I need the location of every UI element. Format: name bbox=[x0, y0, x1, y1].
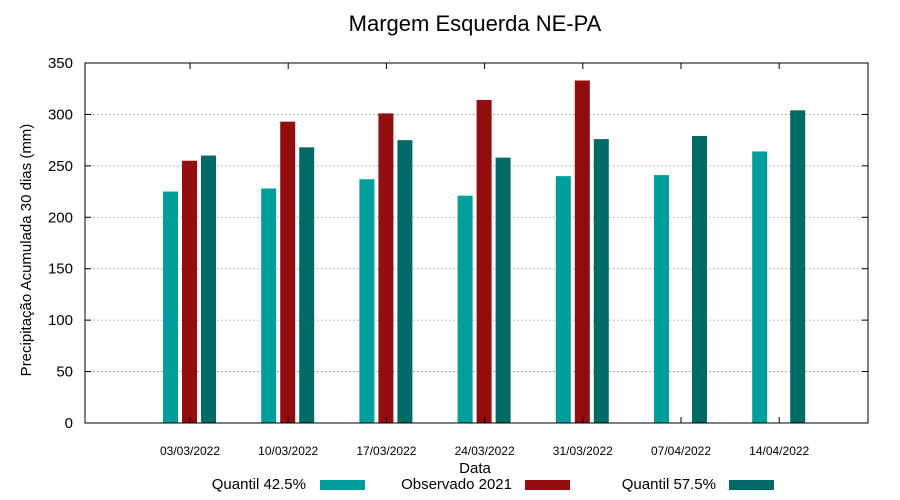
x-tick-label: 31/03/2022 bbox=[553, 444, 613, 458]
legend-swatch bbox=[525, 480, 570, 490]
y-tick-label: 350 bbox=[48, 55, 73, 72]
y-tick-label: 100 bbox=[48, 312, 73, 329]
x-tick-label: 24/03/2022 bbox=[455, 444, 515, 458]
bar-quantil-57 bbox=[299, 147, 315, 424]
bar-quantil-42 bbox=[654, 175, 669, 423]
plot-frame bbox=[84, 62, 869, 424]
bar-observado-2021 bbox=[378, 113, 394, 424]
y-tick-label: 0 bbox=[65, 415, 73, 432]
bar-quantil-57 bbox=[692, 136, 707, 423]
bar-quantil-57 bbox=[495, 157, 511, 423]
x-axis-ticks: 03/03/2022 10/03/2022 17/03/2022 24/03/2022… bbox=[160, 63, 810, 458]
y-axis-label: Precipitação Acumulada 30 dias (mm) bbox=[18, 124, 35, 377]
bar-quantil-42 bbox=[752, 151, 768, 423]
legend-swatch bbox=[320, 480, 365, 490]
bar-observado-2021 bbox=[476, 100, 492, 424]
x-tick-label: 14/04/2022 bbox=[749, 444, 809, 458]
x-tick-label: 03/03/2022 bbox=[160, 444, 220, 458]
grid-lines bbox=[85, 114, 868, 372]
y-tick-label: 200 bbox=[48, 209, 73, 226]
bar-quantil-57 bbox=[593, 139, 609, 423]
bars bbox=[163, 80, 806, 424]
legend-label: Quantil 42.5% bbox=[212, 476, 306, 493]
bar-quantil-42 bbox=[261, 188, 277, 423]
bar-observado-2021 bbox=[182, 160, 197, 423]
bar-quantil-42 bbox=[163, 191, 178, 423]
bar-quantil-42 bbox=[457, 195, 473, 423]
x-tick-label: 07/04/2022 bbox=[651, 444, 711, 458]
legend-label: Observado 2021 bbox=[401, 476, 512, 493]
bar-quantil-57 bbox=[790, 110, 806, 424]
bar-quantil-57 bbox=[201, 155, 216, 424]
legend: Quantil 42.5% Observado 2021 Quantil 57.5% bbox=[212, 476, 774, 493]
y-axis-ticks: 0 50 100 150 200 250 300 350 bbox=[48, 55, 868, 432]
y-tick-label: 300 bbox=[48, 106, 73, 123]
bar-quantil-57 bbox=[397, 140, 413, 423]
bar-observado-2021 bbox=[574, 80, 590, 423]
bar-quantil-42 bbox=[359, 179, 375, 423]
legend-label: Quantil 57.5% bbox=[622, 476, 716, 493]
y-tick-label: 150 bbox=[48, 261, 73, 278]
x-tick-label: 17/03/2022 bbox=[356, 444, 416, 458]
x-tick-label: 10/03/2022 bbox=[258, 444, 318, 458]
y-tick-label: 250 bbox=[48, 158, 73, 175]
y-tick-label: 50 bbox=[56, 364, 73, 381]
bar-quantil-42 bbox=[555, 176, 571, 423]
x-axis-label: Data bbox=[459, 460, 491, 477]
chart-title: Margem Esquerda NE-PA bbox=[349, 11, 602, 36]
legend-swatch bbox=[729, 480, 774, 490]
bar-observado-2021 bbox=[280, 121, 296, 423]
